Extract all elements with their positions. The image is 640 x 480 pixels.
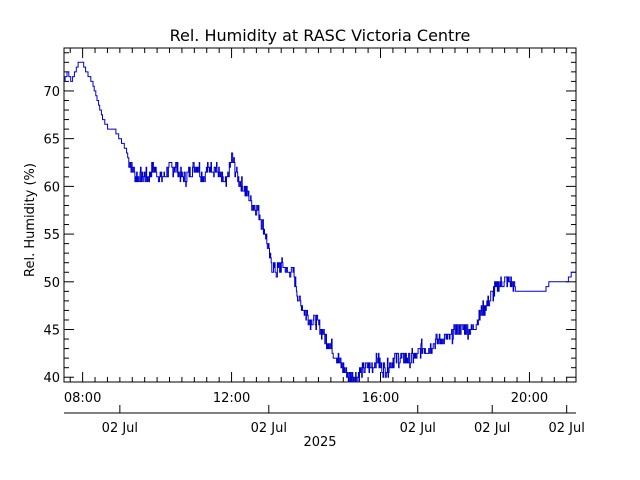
x-axis-year-label: 2025 [303, 435, 336, 450]
date-tick-label: 02 Jul [102, 421, 138, 436]
y-tick-label: 55 [43, 228, 60, 243]
date-tick-label: 02 Jul [549, 421, 585, 436]
x-tick-label: 16:00 [362, 391, 399, 406]
chart-title: Rel. Humidity at RASC Victoria Centre [170, 26, 471, 45]
series-group [64, 61, 576, 383]
y-tick-label: 50 [43, 276, 60, 291]
x-tick-label: 12:00 [213, 391, 250, 406]
tick-marks [64, 48, 576, 413]
date-tick-label: 02 Jul [400, 421, 436, 436]
y-tick-label: 40 [43, 371, 60, 386]
y-tick-label: 45 [43, 324, 60, 339]
y-tick-label: 65 [43, 133, 60, 148]
x-tick-label: 08:00 [64, 391, 101, 406]
date-tick-label: 02 Jul [474, 421, 510, 436]
y-tick-label: 60 [43, 180, 60, 195]
humidity-series-line [64, 61, 576, 383]
x-tick-label: 20:00 [511, 391, 548, 406]
y-axis-title: Rel. Humidity (%) [23, 163, 38, 277]
y-tick-label: 70 [43, 85, 60, 100]
date-tick-label: 02 Jul [251, 421, 287, 436]
